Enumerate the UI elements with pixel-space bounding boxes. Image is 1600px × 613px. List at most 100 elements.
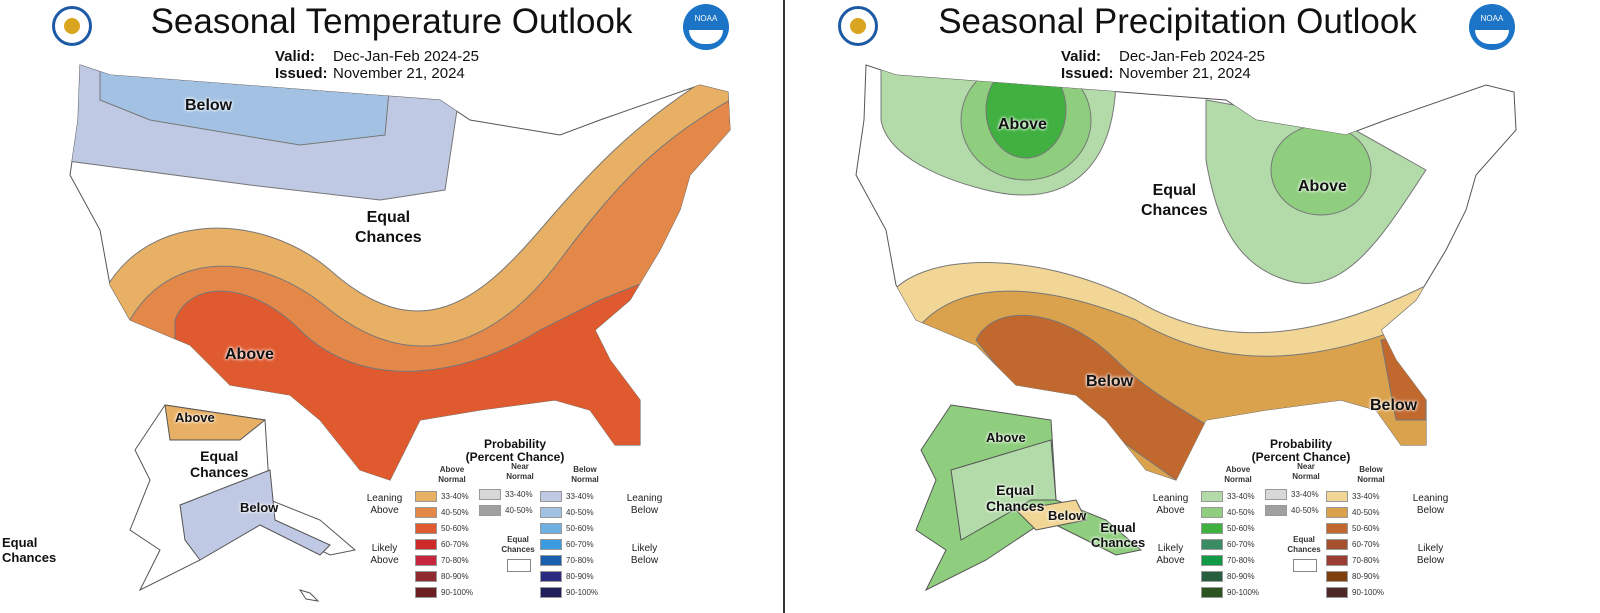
equal-chances-swatch: [1293, 559, 1317, 572]
label-ak-below: Below: [1048, 508, 1087, 523]
below-swatch: [1326, 587, 1348, 598]
below-range-label: 90-100%: [566, 588, 599, 597]
near-range-label: 33-40%: [505, 490, 533, 499]
above-normal-header: Above Normal: [1224, 465, 1252, 484]
above-swatch: [1201, 587, 1223, 598]
below-swatch: [540, 555, 562, 566]
label-ak-above: Above: [986, 430, 1026, 445]
leaning-below-label: Leaning Below: [626, 493, 663, 516]
leaning-below-label: Leaning Below: [1412, 493, 1449, 516]
above-range-label: 60-70%: [441, 540, 469, 549]
noaa-logo: NOAA: [683, 4, 729, 50]
issued-value: November 21, 2024: [333, 65, 465, 82]
below-range-label: 60-70%: [1352, 540, 1380, 549]
below-swatch: [540, 491, 562, 502]
above-swatch: [415, 523, 437, 534]
above-range-label: 70-80%: [441, 556, 469, 565]
doc-seal-logo: [52, 6, 92, 46]
label-above-nw: Above: [998, 116, 1047, 133]
label-below-sw: Below: [1086, 373, 1134, 390]
valid-line: Valid: Dec-Jan-Feb 2024-25: [275, 48, 479, 65]
issued-value: November 21, 2024: [1119, 65, 1251, 82]
above-swatch: [415, 539, 437, 550]
below-swatch: [1326, 507, 1348, 518]
below-swatch: [1326, 523, 1348, 534]
below-range-label: 40-50%: [1352, 508, 1380, 517]
below-range-label: 90-100%: [1352, 588, 1385, 597]
below-range-label: 70-80%: [1352, 556, 1380, 565]
near-swatch: [1265, 505, 1287, 516]
below-range-label: 33-40%: [1352, 492, 1380, 501]
above-swatch: [1201, 571, 1223, 582]
temperature-outlook-panel: NOAA Seasonal Temperature Outlook Valid:…: [0, 0, 783, 613]
equal-chances-swatch: [507, 559, 531, 572]
valid-value: Dec-Jan-Feb 2024-25: [333, 48, 479, 65]
equal-chances-label: Equal Chances: [1287, 535, 1321, 554]
above-range-label: 40-50%: [1227, 508, 1255, 517]
legend-title: Probability (Percent Chance): [1251, 437, 1351, 464]
near-range-label: 33-40%: [1291, 490, 1319, 499]
label-below-se: Below: [1370, 397, 1418, 414]
likely-below-label: Likely Below: [630, 543, 659, 566]
issued-line: Issued: November 21, 2024: [1061, 65, 1251, 82]
above-swatch: [1201, 507, 1223, 518]
label-equal-chances: Equal Chances: [1141, 182, 1208, 219]
above-range-label: 50-60%: [1227, 524, 1255, 533]
below-swatch: [1326, 571, 1348, 582]
below-swatch: [1326, 491, 1348, 502]
precipitation-map: [855, 64, 1517, 592]
likely-above-label: Likely Above: [370, 543, 399, 566]
below-normal-header: Below Normal: [571, 465, 599, 484]
label-ak-equal: Equal Chances: [986, 482, 1045, 514]
above-range-label: 90-100%: [1227, 588, 1260, 597]
near-range-label: 40-50%: [1291, 506, 1319, 515]
above-range-label: 70-80%: [1227, 556, 1255, 565]
near-range-label: 40-50%: [505, 506, 533, 515]
below-swatch: [540, 507, 562, 518]
above-swatch: [415, 555, 437, 566]
above-swatch: [1201, 523, 1223, 534]
above-range-label: 80-90%: [441, 572, 469, 581]
above-swatch: [1201, 555, 1223, 566]
above-range-label: 80-90%: [1227, 572, 1255, 581]
below-range-label: 40-50%: [566, 508, 594, 517]
label-ak-below: Below: [240, 500, 279, 515]
likely-above-label: Likely Above: [1156, 543, 1185, 566]
map-title: Seasonal Temperature Outlook: [150, 2, 633, 41]
below-swatch: [540, 523, 562, 534]
above-swatch: [415, 507, 437, 518]
issued-label: Issued:: [275, 65, 328, 82]
below-swatch: [540, 539, 562, 550]
panel-divider: [783, 0, 785, 613]
below-range-label: 80-90%: [1352, 572, 1380, 581]
below-range-label: 80-90%: [566, 572, 594, 581]
above-swatch: [415, 491, 437, 502]
above-normal-header: Above Normal: [438, 465, 466, 484]
label-equal-chances: Equal Chances: [355, 209, 422, 246]
issued-line: Issued: November 21, 2024: [275, 65, 465, 82]
valid-label: Valid:: [1061, 48, 1102, 65]
below-range-label: 70-80%: [566, 556, 594, 565]
near-normal-header: Near Normal: [506, 462, 534, 481]
valid-value: Dec-Jan-Feb 2024-25: [1119, 48, 1265, 65]
below-swatch: [540, 587, 562, 598]
legend-title: Probability (Percent Chance): [465, 437, 565, 464]
above-range-label: 60-70%: [1227, 540, 1255, 549]
above-swatch: [1201, 539, 1223, 550]
below-normal-header: Below Normal: [1357, 465, 1385, 484]
above-swatch: [415, 587, 437, 598]
above-swatch: [415, 571, 437, 582]
label-above: Above: [225, 346, 274, 363]
label-above-greatlakes: Above: [1298, 178, 1347, 195]
above-range-label: 33-40%: [1227, 492, 1255, 501]
label-below: Below: [185, 97, 233, 114]
label-ak-equal: Equal Chances: [190, 448, 249, 480]
likely-below-label: Likely Below: [1416, 543, 1445, 566]
map-title: Seasonal Precipitation Outlook: [938, 2, 1417, 41]
issued-label: Issued:: [1061, 65, 1114, 82]
near-swatch: [479, 489, 501, 500]
below-range-label: 50-60%: [566, 524, 594, 533]
precipitation-outlook-panel: NOAA Seasonal Precipitation Outlook Vali…: [786, 0, 1569, 613]
alaska: [129, 404, 357, 592]
near-normal-header: Near Normal: [1292, 462, 1320, 481]
